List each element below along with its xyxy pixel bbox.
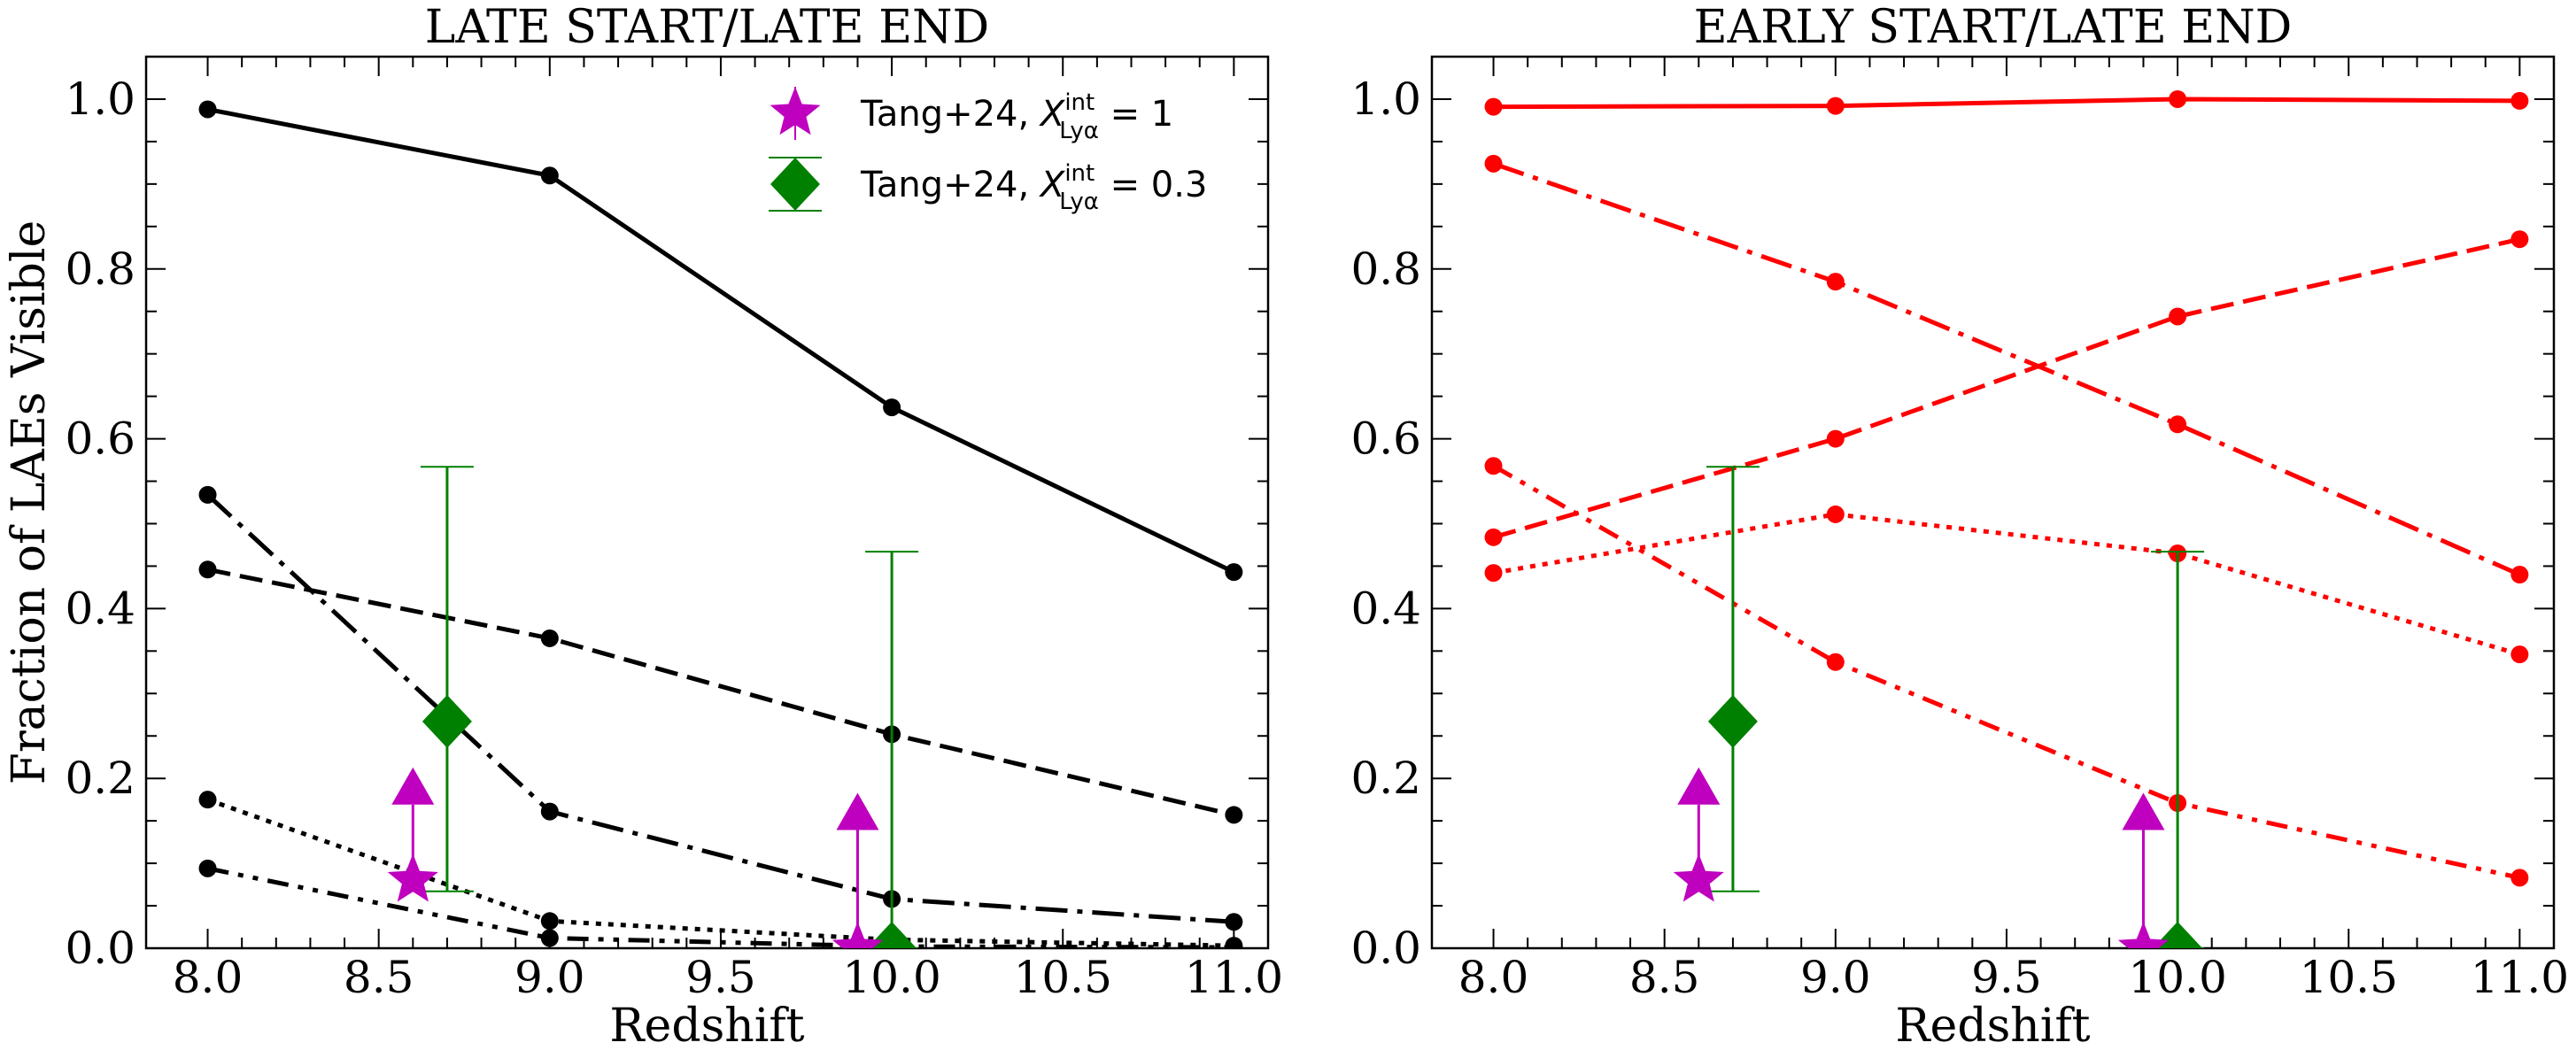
y-tick-label: 0.4 bbox=[1350, 583, 1421, 634]
x-tick-label: 8.5 bbox=[1629, 952, 1700, 1003]
series-line-dashed bbox=[1492, 236, 2520, 540]
x-tick-label: 9.0 bbox=[1800, 952, 1871, 1003]
star-marker bbox=[832, 922, 883, 948]
data-point bbox=[1484, 97, 1503, 116]
limit-arrowhead bbox=[2122, 792, 2165, 830]
series-line-dashdotdot bbox=[1492, 464, 2520, 880]
data-point bbox=[1826, 273, 1845, 291]
legend: Tang+24, Xint Lyα = 1 Tang+24, Xint Lyα = 0… bbox=[769, 87, 1207, 215]
data-point bbox=[540, 912, 559, 931]
x-tick-label: 9.5 bbox=[1971, 952, 2042, 1003]
y-tick-label: 0.8 bbox=[65, 243, 135, 295]
legend-label: Tang+24, Xint Lyα = 0.3 bbox=[860, 160, 1207, 215]
limit-arrowhead bbox=[1677, 767, 1721, 805]
data-point bbox=[2510, 869, 2529, 887]
y-tick-label: 0.4 bbox=[65, 583, 135, 634]
x-tick-label: 8.0 bbox=[173, 952, 244, 1003]
legend-entry: Tang+24, Xint Lyα = 1 bbox=[770, 87, 1173, 144]
series-line-dotted bbox=[206, 797, 1234, 948]
data-point bbox=[2510, 91, 2529, 110]
data-point bbox=[1484, 457, 1503, 475]
data-point bbox=[198, 791, 217, 809]
y-tick-label: 0.6 bbox=[1350, 413, 1421, 465]
legend-diamond-icon bbox=[770, 158, 820, 211]
data-point bbox=[1225, 913, 1243, 931]
panel-early-start-late-end: 8.0 8.5 9.0 9.5 10.0 10.5 11.0 0.0 0.2 0.4 0.6 0.8 1… bbox=[1350, 1, 2569, 1053]
series-line-solid bbox=[207, 107, 1235, 575]
plot-frame bbox=[144, 55, 1270, 950]
x-tick-label: 10.5 bbox=[2300, 952, 2398, 1003]
data-point bbox=[2169, 89, 2187, 108]
data-point bbox=[540, 629, 559, 647]
legend-star-icon bbox=[770, 87, 821, 135]
plot-frame bbox=[1430, 55, 2556, 950]
data-point bbox=[1826, 97, 1845, 115]
data-point bbox=[1826, 653, 1845, 671]
chart-title: LATE START/LATE END bbox=[425, 1, 989, 54]
x-tick-label: 10.5 bbox=[1014, 952, 1112, 1003]
x-tick-label: 10.0 bbox=[842, 952, 940, 1003]
legend-label: Tang+24, Xint Lyα = 1 bbox=[860, 89, 1173, 144]
data-point bbox=[198, 100, 217, 119]
star-marker bbox=[2117, 922, 2169, 948]
data-point bbox=[2510, 230, 2529, 249]
x-tick-label: 9.5 bbox=[685, 952, 756, 1003]
data-point bbox=[2510, 645, 2529, 664]
data-point bbox=[1225, 563, 1243, 582]
star-marker bbox=[387, 853, 438, 902]
data-point bbox=[1484, 564, 1503, 583]
series-line-dashed bbox=[207, 567, 1234, 817]
y-tick-label: 0.0 bbox=[1350, 923, 1421, 974]
legend-entry: Tang+24, Xint Lyα = 0.3 bbox=[769, 157, 1207, 215]
data-point bbox=[883, 398, 901, 417]
x-tick-label: 11.0 bbox=[1185, 952, 1283, 1003]
diamond-marker bbox=[1707, 694, 1758, 748]
x-tick-label: 8.0 bbox=[1458, 952, 1529, 1003]
limit-arrowhead bbox=[836, 792, 879, 830]
data-point bbox=[2510, 566, 2529, 584]
series-line-dashdot bbox=[1492, 161, 2521, 577]
series-line-dotted bbox=[1493, 512, 2521, 657]
x-axis-label: Redshift bbox=[1895, 1000, 2090, 1053]
x-tick-label: 10.0 bbox=[2128, 952, 2226, 1003]
data-point bbox=[540, 929, 559, 947]
y-tick-label: 0.2 bbox=[65, 753, 135, 804]
data-point bbox=[540, 802, 559, 821]
y-axis-label: Fraction of LAEs Visible bbox=[3, 220, 56, 785]
data-point bbox=[198, 859, 217, 877]
data-area bbox=[1484, 89, 2529, 948]
series-line-dashdotdot bbox=[207, 866, 1234, 948]
data-point bbox=[1826, 505, 1845, 523]
data-area bbox=[198, 100, 1243, 948]
x-tick-label: 11.0 bbox=[2471, 952, 2569, 1003]
limit-arrowhead bbox=[391, 767, 435, 805]
data-point bbox=[1484, 528, 1503, 546]
series-line-dashdot bbox=[205, 493, 1234, 924]
data-point bbox=[1484, 154, 1503, 173]
data-point bbox=[2169, 307, 2187, 326]
y-tick-label: 0.0 bbox=[65, 923, 135, 974]
y-tick-label: 0.8 bbox=[1350, 243, 1421, 295]
data-point bbox=[2169, 415, 2187, 434]
data-point bbox=[540, 166, 559, 185]
x-tick-label: 9.0 bbox=[514, 952, 585, 1003]
x-tick-label: 8.5 bbox=[344, 952, 414, 1003]
y-tick-label: 0.6 bbox=[65, 413, 135, 465]
data-point bbox=[1225, 938, 1243, 948]
diamond-marker bbox=[422, 694, 472, 748]
y-tick-label: 1.0 bbox=[65, 73, 135, 125]
star-marker bbox=[1673, 853, 1724, 902]
data-point bbox=[1225, 806, 1243, 824]
data-point bbox=[198, 560, 217, 579]
x-axis-label: Redshift bbox=[609, 1000, 804, 1053]
series-line-solid bbox=[1493, 97, 2520, 110]
panel-late-start-late-end: 8.0 8.5 9.0 9.5 10.0 10.5 11.0 0.0 0.2 0.4 0.6 0.8 1… bbox=[3, 1, 1283, 1053]
data-point bbox=[198, 485, 217, 504]
chart-title: EARLY START/LATE END bbox=[1694, 1, 2293, 54]
y-tick-label: 1.0 bbox=[1350, 73, 1421, 125]
tick-marks bbox=[1432, 57, 2554, 949]
y-tick-label: 0.2 bbox=[1350, 753, 1421, 804]
data-point bbox=[1826, 429, 1845, 448]
